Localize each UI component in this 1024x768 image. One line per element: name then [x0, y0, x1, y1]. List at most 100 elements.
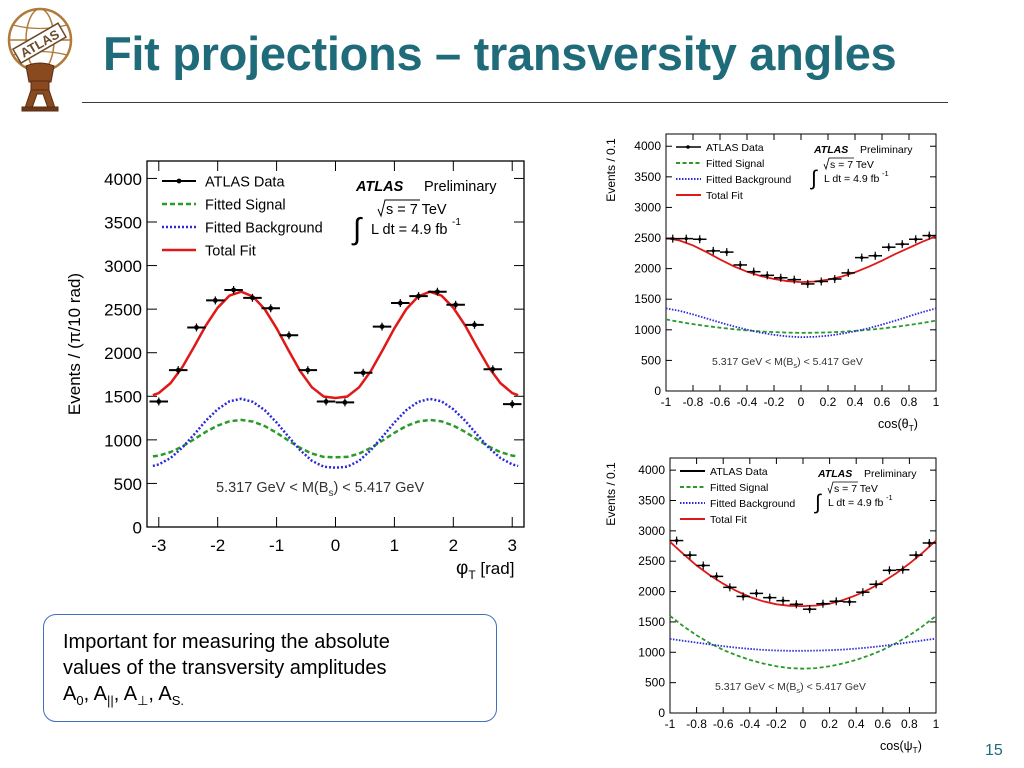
data-point — [711, 249, 715, 253]
data-point — [834, 599, 838, 603]
legend-label-signal: Fitted Signal — [710, 482, 768, 494]
data-point — [397, 300, 403, 306]
x-axis-label: cos(θT) — [878, 417, 918, 433]
y-tick-label: 0 — [133, 518, 142, 537]
data-point — [781, 599, 785, 603]
cos-theta-chart: -1 -0.8 -0.6 -0.4 -0.2 0 0.2 0.4 0.6 0.8 1 0 500 1000… — [604, 133, 940, 433]
data-point — [342, 399, 348, 405]
x-tick-label: -0.4 — [739, 717, 760, 731]
luminosity-exponent: -1 — [452, 217, 461, 228]
series-data-points — [666, 231, 936, 288]
data-point — [861, 590, 865, 594]
x-tick-label: -0.4 — [737, 395, 758, 409]
x-tick-label: 0.4 — [847, 395, 864, 409]
data-point — [794, 602, 798, 606]
data-point — [741, 594, 745, 599]
legend-label-total: Total Fit — [710, 514, 747, 526]
legend-label-total: Total Fit — [706, 190, 743, 202]
y-tick-label: 500 — [114, 475, 142, 494]
x-tick-label: 0.4 — [848, 717, 865, 731]
data-point — [472, 322, 477, 328]
x-tick-label: -1 — [665, 717, 676, 731]
y-tick-label: 2500 — [104, 301, 142, 320]
energy-label: s = 7 TeV — [386, 202, 447, 218]
y-tick-label: 3000 — [104, 257, 142, 276]
y-tick-label: 2000 — [104, 344, 142, 363]
legend-label-total: Total Fit — [205, 244, 256, 260]
x-axis-label: cos(ψT) — [880, 739, 922, 755]
data-point — [887, 568, 892, 572]
integral-icon: ∫ — [351, 213, 363, 246]
data-point — [765, 273, 769, 277]
note-line-2: values of the transversity amplitudes — [63, 657, 387, 679]
preliminary-label: Preliminary — [860, 144, 913, 156]
data-point — [175, 367, 181, 373]
luminosity-label: L dt = 4.9 fb — [828, 497, 884, 509]
x-tick-label: 1 — [933, 717, 940, 731]
series-line-fitted-background — [152, 397, 519, 469]
x-tick-label: 0.6 — [874, 717, 891, 731]
atlas-annotation: ATLAS Preliminary ∫ s = 7 TeV L dt = 4.9… — [810, 144, 913, 190]
preliminary-label: Preliminary — [424, 179, 497, 195]
integral-icon: ∫ — [810, 167, 818, 190]
plot-frame — [669, 457, 937, 714]
x-tick-label: -1 — [269, 536, 284, 555]
cos-psi-chart: -1 -0.8 -0.6 -0.4 -0.2 0 0.2 0.4 0.6 0.8 1 0 500 1000… — [604, 457, 940, 755]
series-line-fitted-signal — [665, 318, 937, 334]
luminosity-label: L dt = 4.9 fb — [824, 173, 880, 185]
data-point — [323, 399, 329, 404]
x-axis-label: φT [rad] — [456, 558, 514, 582]
atlas-figure-icon — [21, 62, 59, 112]
mass-window-label: 5.317 GeV < M(Bs) < 5.417 GeV — [715, 681, 866, 695]
series-line-fitted-signal — [669, 615, 937, 670]
data-point — [688, 553, 692, 557]
y-tick-label: 4000 — [634, 139, 661, 153]
data-point — [901, 568, 905, 572]
energy-label: s = 7 TeV — [834, 483, 878, 495]
data-point — [860, 256, 864, 260]
x-tick-label: 1 — [390, 536, 399, 555]
data-point — [701, 563, 705, 568]
series-data-points — [149, 285, 522, 409]
data-point — [231, 287, 236, 293]
y-tick-label: 0 — [658, 706, 665, 720]
atlas-label: ATLAS — [813, 144, 848, 156]
y-tick-label: 1500 — [638, 615, 665, 629]
data-point — [792, 278, 796, 282]
data-point — [725, 250, 729, 254]
legend-label-data: ATLAS Data — [706, 142, 764, 154]
data-point — [873, 254, 877, 258]
plot-frame — [665, 133, 937, 392]
x-tick-label: 0.2 — [820, 395, 837, 409]
data-point — [212, 298, 218, 303]
note-amplitudes: A0, A||, A⊥, AS. — [63, 683, 185, 708]
legend-label-background: Fitted Background — [710, 498, 795, 510]
data-point — [887, 245, 891, 249]
y-tick-label: 1500 — [634, 292, 661, 306]
x-tick-label: 0 — [798, 395, 805, 409]
series-line-fitted-background — [665, 307, 937, 339]
atlas-logo: ATLAS — [7, 7, 73, 112]
y-tick-label: 1500 — [104, 388, 142, 407]
data-point — [728, 585, 732, 589]
data-point — [900, 242, 904, 246]
y-tick-label: 500 — [641, 353, 661, 367]
x-tick-label: -2 — [210, 536, 225, 555]
data-point — [819, 279, 823, 284]
x-tick-label: -0.2 — [766, 717, 787, 731]
y-tick-label: 2000 — [634, 262, 661, 276]
data-point — [927, 541, 931, 545]
y-tick-label: 1000 — [638, 645, 665, 659]
y-tick-label: 3500 — [634, 170, 661, 184]
y-tick-label: 1000 — [104, 431, 142, 450]
slide-title: Fit projections – transversity angles — [103, 27, 897, 80]
x-tick-label: 1 — [933, 395, 940, 409]
x-tick-label: -0.8 — [686, 717, 707, 731]
data-point — [738, 263, 742, 267]
y-tick-label: 0 — [654, 384, 661, 398]
mass-window-label: 5.317 GeV < M(Bs) < 5.417 GeV — [216, 480, 424, 499]
data-point — [698, 237, 702, 241]
title-divider — [82, 102, 948, 103]
legend-label-data: ATLAS Data — [710, 466, 768, 478]
data-point — [714, 574, 719, 578]
